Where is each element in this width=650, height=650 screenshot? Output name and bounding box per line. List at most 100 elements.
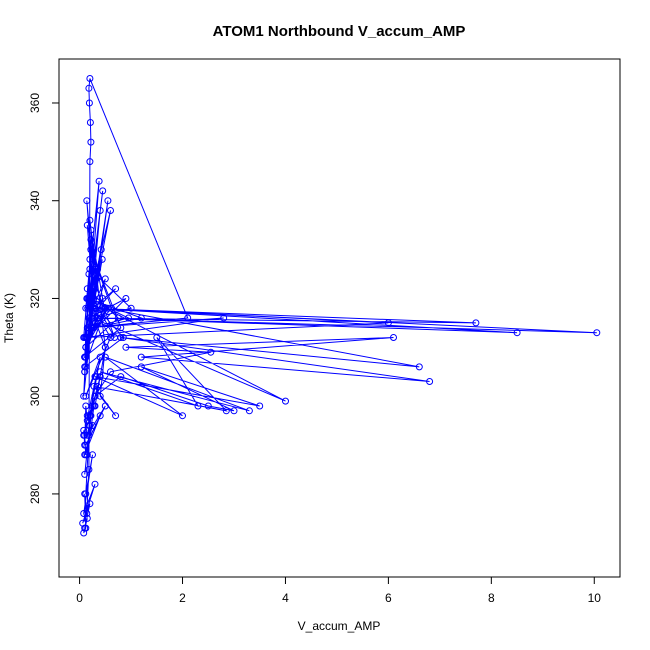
data-point (86, 304, 94, 312)
data-point (84, 295, 92, 302)
data-point (89, 304, 96, 312)
data-point (87, 246, 95, 254)
data-point (82, 524, 90, 532)
data-point (99, 187, 107, 195)
x-tick-label: 8 (488, 591, 495, 605)
data-point (80, 392, 88, 400)
data-point (282, 397, 289, 405)
data-point (137, 314, 145, 322)
data-point (230, 407, 238, 415)
data-point (83, 197, 91, 205)
data-point (104, 304, 112, 312)
data-point (415, 363, 423, 371)
data-point (82, 334, 90, 341)
data-point (96, 373, 104, 381)
data-point (107, 368, 114, 376)
x-tick-label: 2 (179, 591, 186, 605)
data-point (96, 368, 104, 376)
data-point (86, 158, 94, 166)
data-point (82, 304, 90, 312)
data-point (107, 334, 114, 341)
data-point (82, 343, 90, 351)
data-point (114, 314, 122, 322)
data-point (82, 392, 90, 400)
data-point (101, 343, 109, 351)
x-tick-label: 0 (76, 591, 83, 605)
data-point (89, 314, 96, 322)
data-point (593, 329, 601, 337)
data-point (95, 177, 103, 185)
data-point (513, 329, 521, 337)
data-point (125, 314, 132, 322)
data-point (80, 426, 88, 434)
data-point (137, 353, 145, 361)
data-point (137, 363, 145, 371)
data-point (90, 324, 98, 332)
data-point (112, 412, 120, 420)
data-point (96, 392, 104, 400)
x-tick-label: 6 (385, 591, 392, 605)
data-point (117, 324, 125, 332)
data-point (87, 324, 95, 332)
data-point (117, 334, 125, 341)
data-point (96, 314, 104, 322)
x-axis: 0 2 4 6 8 10 (76, 576, 601, 605)
plot-area (79, 75, 601, 537)
data-point (83, 412, 91, 420)
data-point (245, 407, 253, 415)
data-point (81, 451, 89, 459)
data-point (91, 402, 99, 410)
data-point (101, 402, 109, 410)
data-point (91, 304, 99, 312)
data-point (81, 363, 89, 371)
series-line (82, 78, 597, 534)
data-point (96, 353, 104, 361)
y-tick-label: 300 (28, 386, 42, 406)
data-point (94, 382, 102, 390)
data-point (426, 378, 434, 385)
data-point (94, 314, 102, 322)
data-point (94, 265, 102, 273)
data-point (89, 265, 97, 273)
data-point (86, 500, 94, 508)
data-point (96, 412, 104, 420)
data-point (86, 412, 94, 420)
data-point (104, 197, 112, 205)
data-point (98, 255, 106, 263)
data-point (127, 304, 135, 312)
data-point (112, 285, 120, 293)
data-point (122, 295, 130, 302)
data-point (222, 407, 230, 415)
x-tick-label: 4 (282, 591, 289, 605)
data-point (101, 353, 109, 361)
data-point (179, 412, 186, 420)
data-point (83, 510, 91, 517)
y-tick-label: 340 (28, 190, 42, 210)
data-point (117, 373, 125, 381)
data-point (390, 334, 397, 341)
data-point (86, 119, 94, 126)
y-tick-label: 360 (28, 93, 42, 113)
data-point (153, 334, 161, 341)
data-point (107, 207, 114, 214)
data-point (87, 226, 95, 234)
data-point (89, 285, 96, 293)
data-point (83, 431, 91, 439)
data-point (204, 402, 212, 410)
data-point (86, 265, 94, 273)
data-point (85, 99, 93, 107)
chart-title: ATOM1 Northbound V_accum_AMP (213, 23, 466, 40)
data-point (99, 295, 107, 302)
data-point (89, 451, 96, 459)
y-axis-label: Theta (K) (2, 293, 16, 343)
data-point (83, 285, 91, 293)
data-point (86, 75, 94, 82)
data-point (91, 480, 99, 488)
data-point (91, 392, 99, 400)
data-point (84, 304, 92, 312)
data-point (256, 402, 264, 410)
data-point (86, 216, 94, 224)
data-point (81, 470, 89, 478)
data-point (80, 510, 88, 517)
